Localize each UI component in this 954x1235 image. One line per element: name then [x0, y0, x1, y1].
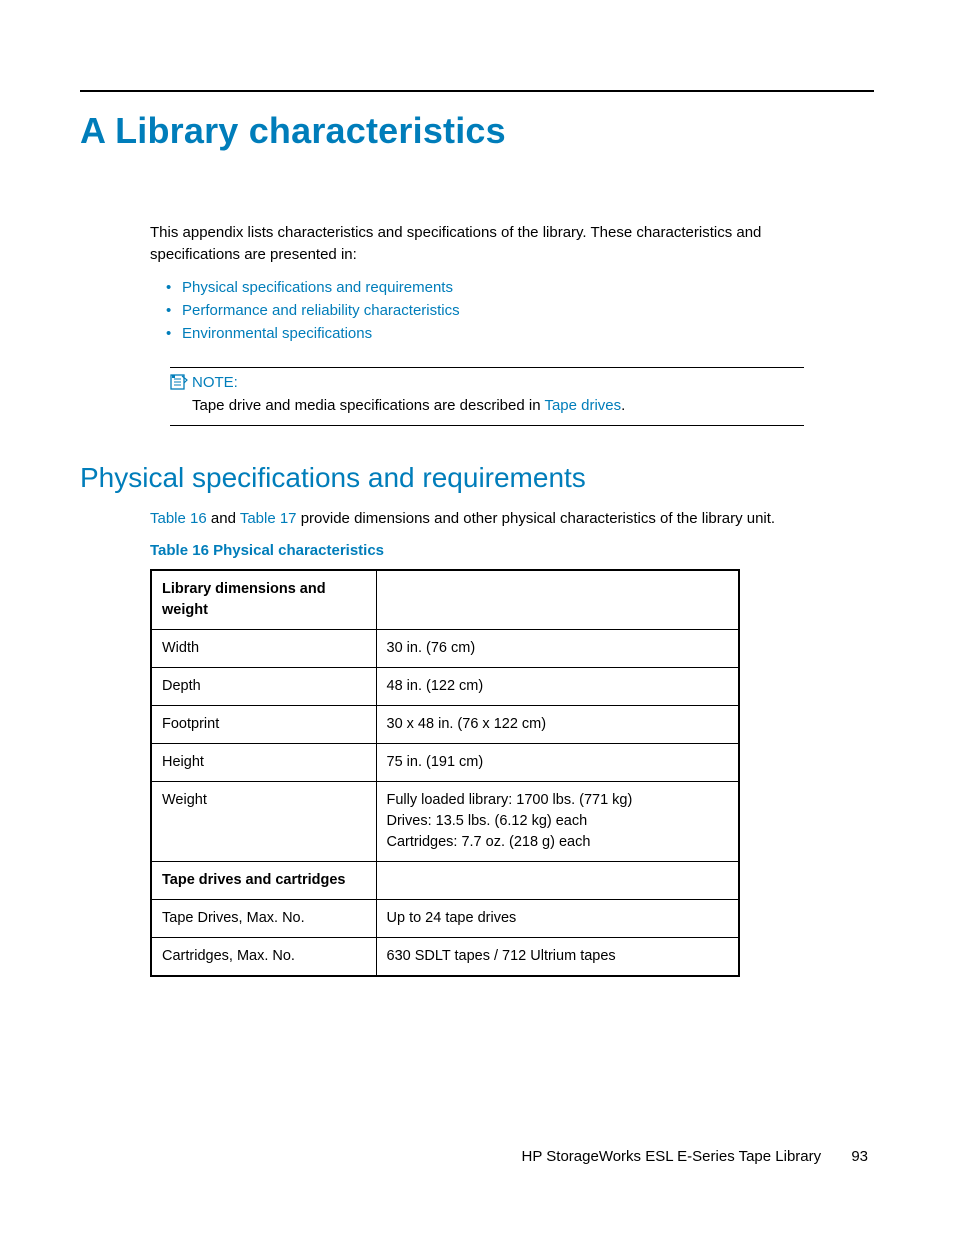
table-caption: Table 16 Physical characteristics — [150, 542, 874, 559]
weight-line: Cartridges: 7.7 oz. (218 g) each — [387, 832, 729, 853]
table-cell: 630 SDLT tapes / 712 Ultrium tapes — [376, 937, 739, 976]
note-label: NOTE: — [192, 374, 238, 391]
footer-page-number: 93 — [851, 1148, 868, 1165]
intro-block: This appendix lists characteristics and … — [150, 222, 804, 426]
table-cell: Footprint — [151, 705, 376, 743]
note-body-pre: Tape drive and media specifications are … — [192, 397, 544, 414]
table-cell — [376, 861, 739, 899]
note-icon — [170, 374, 188, 390]
note-rule-bottom — [170, 425, 804, 426]
table-cell-header: Library dimensions and weight — [151, 570, 376, 630]
note-body: Tape drive and media specifications are … — [192, 395, 804, 417]
table-cell: Weight — [151, 781, 376, 861]
toc-list: Physical specifications and requirements… — [166, 276, 804, 346]
section-heading-physical: Physical specifications and requirements — [80, 462, 874, 494]
table-cell-weight: Fully loaded library: 1700 lbs. (771 kg)… — [376, 781, 739, 861]
section-intro-mid1: and — [207, 510, 240, 527]
note-rule-top — [170, 367, 804, 368]
table-cell: 75 in. (191 cm) — [376, 743, 739, 781]
table-row: Tape drives and cartridges — [151, 861, 739, 899]
table-row: Depth 48 in. (122 cm) — [151, 667, 739, 705]
toc-item: Environmental specifications — [166, 322, 804, 345]
table-row: Library dimensions and weight — [151, 570, 739, 630]
table-cell: Cartridges, Max. No. — [151, 937, 376, 976]
table-cell: Height — [151, 743, 376, 781]
toc-link-environmental[interactable]: Environmental specifications — [182, 325, 372, 342]
table-cell — [376, 570, 739, 630]
intro-paragraph: This appendix lists characteristics and … — [150, 222, 804, 266]
link-table-17[interactable]: Table 17 — [240, 510, 297, 527]
note-block: NOTE: Tape drive and media specification… — [170, 367, 804, 426]
top-rule — [80, 90, 874, 92]
table-row: Cartridges, Max. No. 630 SDLT tapes / 71… — [151, 937, 739, 976]
footer-title: HP StorageWorks ESL E-Series Tape Librar… — [522, 1148, 822, 1165]
note-body-post: . — [621, 397, 625, 414]
page-footer: HP StorageWorks ESL E-Series Tape Librar… — [522, 1148, 868, 1165]
toc-link-performance[interactable]: Performance and reliability characterist… — [182, 302, 460, 319]
table-row: Height 75 in. (191 cm) — [151, 743, 739, 781]
note-header-row: NOTE: — [170, 374, 804, 391]
table-cell: Depth — [151, 667, 376, 705]
table-row: Tape Drives, Max. No. Up to 24 tape driv… — [151, 899, 739, 937]
link-table-16[interactable]: Table 16 — [150, 510, 207, 527]
page: A Library characteristics This appendix … — [0, 0, 954, 1235]
table-row: Weight Fully loaded library: 1700 lbs. (… — [151, 781, 739, 861]
table-cell: Tape Drives, Max. No. — [151, 899, 376, 937]
table-cell: 30 in. (76 cm) — [376, 629, 739, 667]
table-cell: 30 x 48 in. (76 x 122 cm) — [376, 705, 739, 743]
table-row: Footprint 30 x 48 in. (76 x 122 cm) — [151, 705, 739, 743]
weight-line: Fully loaded library: 1700 lbs. (771 kg) — [387, 790, 729, 811]
page-title: A Library characteristics — [80, 110, 874, 152]
table-cell-header: Tape drives and cartridges — [151, 861, 376, 899]
toc-item: Physical specifications and requirements — [166, 276, 804, 299]
toc-item: Performance and reliability characterist… — [166, 299, 804, 322]
table-cell: 48 in. (122 cm) — [376, 667, 739, 705]
note-link-tape-drives[interactable]: Tape drives — [544, 397, 621, 414]
toc-link-physical[interactable]: Physical specifications and requirements — [182, 279, 453, 296]
section-intro-post: provide dimensions and other physical ch… — [297, 510, 776, 527]
section-intro: Table 16 and Table 17 provide dimensions… — [150, 508, 804, 530]
table-cell: Width — [151, 629, 376, 667]
weight-line: Drives: 13.5 lbs. (6.12 kg) each — [387, 811, 729, 832]
table-cell: Up to 24 tape drives — [376, 899, 739, 937]
table-row: Width 30 in. (76 cm) — [151, 629, 739, 667]
physical-characteristics-table: Library dimensions and weight Width 30 i… — [150, 569, 740, 977]
